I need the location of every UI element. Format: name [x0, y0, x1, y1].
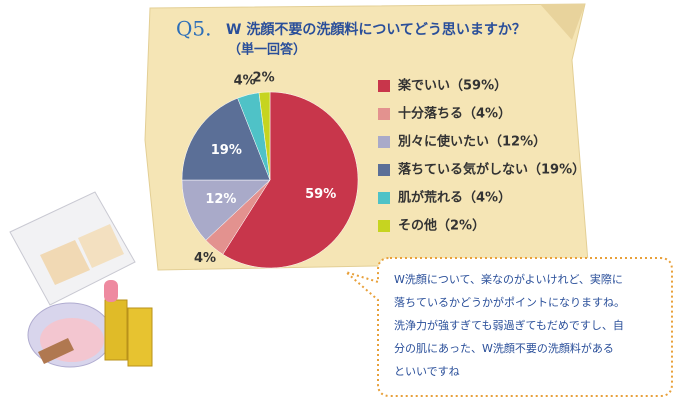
annotation-line: 分の肌にあった、W洗顔不要の洗顔料がある	[394, 341, 614, 355]
pie-slice	[181, 179, 271, 241]
cosmetics	[9, 191, 153, 368]
annotation: W洗顔について、楽なのがよいけれど、実際に落ちているかどうかがポイントになります…	[394, 272, 625, 378]
data-label: 19%	[211, 143, 242, 158]
speech-bubble	[345, 257, 673, 397]
data-label: 59%	[305, 187, 336, 202]
legend-swatch	[378, 80, 390, 92]
note-fold	[540, 4, 585, 40]
legend-swatch	[378, 220, 390, 232]
pie-slice	[181, 97, 271, 181]
legend-label: 肌が荒れる（4%）	[398, 190, 511, 206]
legend-swatch	[378, 136, 390, 148]
pie-slice	[258, 91, 271, 181]
data-label: 12%	[205, 192, 236, 207]
legend-label: 落ちている気がしない（19%）	[398, 162, 585, 178]
legend-label: 十分落ちる（4%）	[398, 106, 511, 122]
annotation-line: 洗浄力が強すぎても弱過ぎてもだめですし、自	[394, 318, 624, 332]
chart-title: W 洗顔不要の洗顔料についてどう思いますか？	[226, 21, 526, 38]
pie: 59%4%12%19%4%2%	[181, 71, 359, 269]
legend-swatch	[378, 164, 390, 176]
legend-label: 別々に使いたい（12%）	[397, 134, 546, 150]
legend-swatch	[378, 192, 390, 204]
chart-subtitle: （単一回答）	[228, 42, 306, 58]
question-number: Q5.	[176, 17, 211, 41]
legend-label: その他（2%）	[398, 218, 485, 234]
data-label: 4%	[234, 74, 256, 89]
data-label: 4%	[194, 251, 216, 266]
legend-label: 楽でいい（59%）	[397, 78, 507, 94]
data-label: 2%	[253, 71, 275, 86]
annotation-line: といいですね	[394, 365, 460, 378]
pie-slice	[222, 91, 359, 269]
annotation-line: 落ちているかどうかがポイントになりますね。	[394, 295, 625, 309]
legend: 楽でいい（59%） 十分落ちる（4%） 別々に使いたい（12%） 落ちている気がしない…	[378, 78, 585, 234]
annotation-line: W洗顔について、楽なのがよいけれど、実際に	[394, 272, 623, 286]
legend-swatch	[378, 108, 390, 120]
